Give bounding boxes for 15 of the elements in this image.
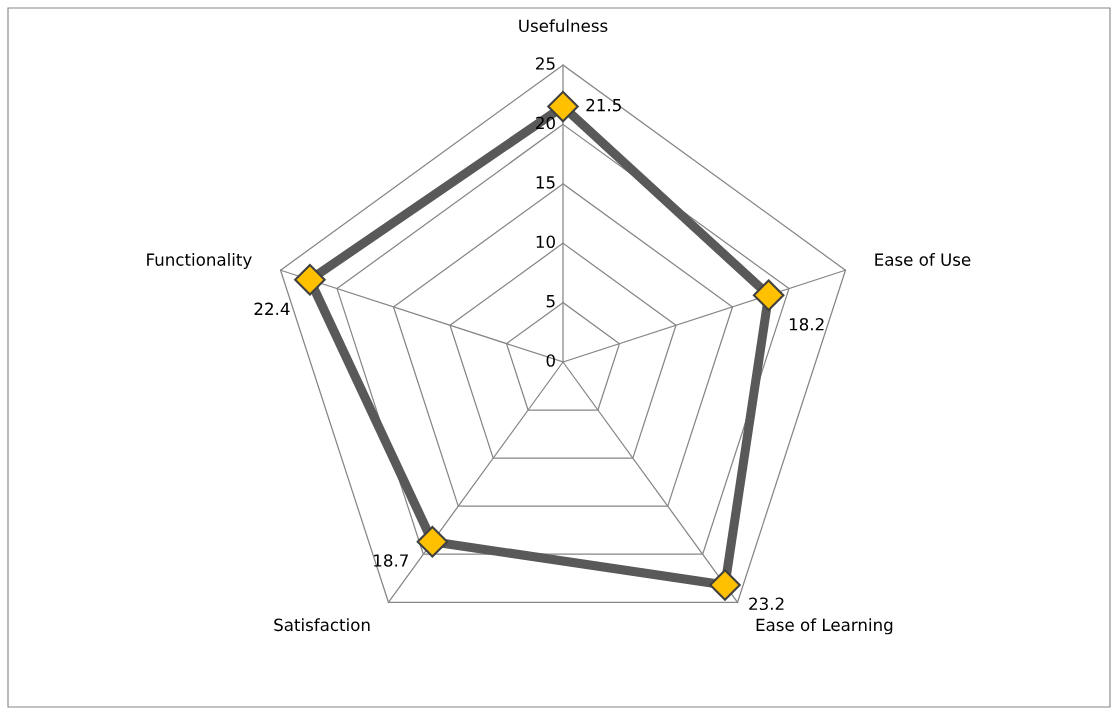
data-label: 18.2 [789, 317, 824, 331]
spoke-label: Satisfaction [274, 618, 370, 632]
data-label: 22.4 [254, 302, 290, 315]
y-tick-label: 15 [536, 176, 555, 189]
spoke-label: Ease of Learning [756, 618, 893, 635]
y-tick-label: 10 [536, 235, 555, 249]
spoke-label: Functionality [147, 252, 252, 270]
data-label: 23.2 [749, 597, 784, 611]
data-label: 18.7 [374, 554, 408, 567]
data-label: 21.5 [586, 98, 621, 112]
y-tick-label: 25 [536, 57, 555, 70]
y-tick-label: 5 [546, 295, 555, 308]
y-tick-label: 0 [546, 354, 555, 367]
spoke-label: Ease of Use [875, 252, 971, 266]
spoke-label: Usefulness [519, 19, 608, 33]
